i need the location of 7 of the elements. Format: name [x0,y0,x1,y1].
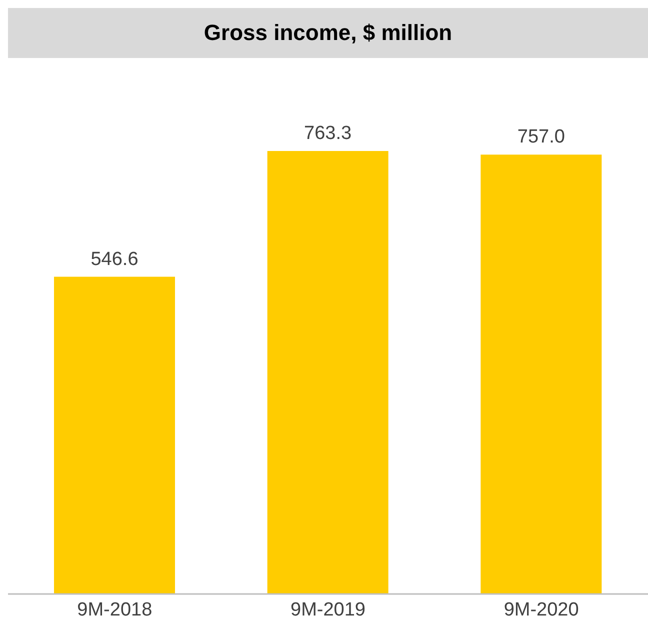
x-tick-label: 9M-2019 [290,599,366,620]
data-label: 546.6 [90,248,138,270]
x-tick-label: 9M-2018 [77,599,152,620]
data-label: 763.3 [304,123,352,144]
data-label: 757.0 [517,126,565,148]
chart-title: Gross income, $ million [8,8,648,58]
x-tick-label: 9M-2020 [504,599,579,620]
